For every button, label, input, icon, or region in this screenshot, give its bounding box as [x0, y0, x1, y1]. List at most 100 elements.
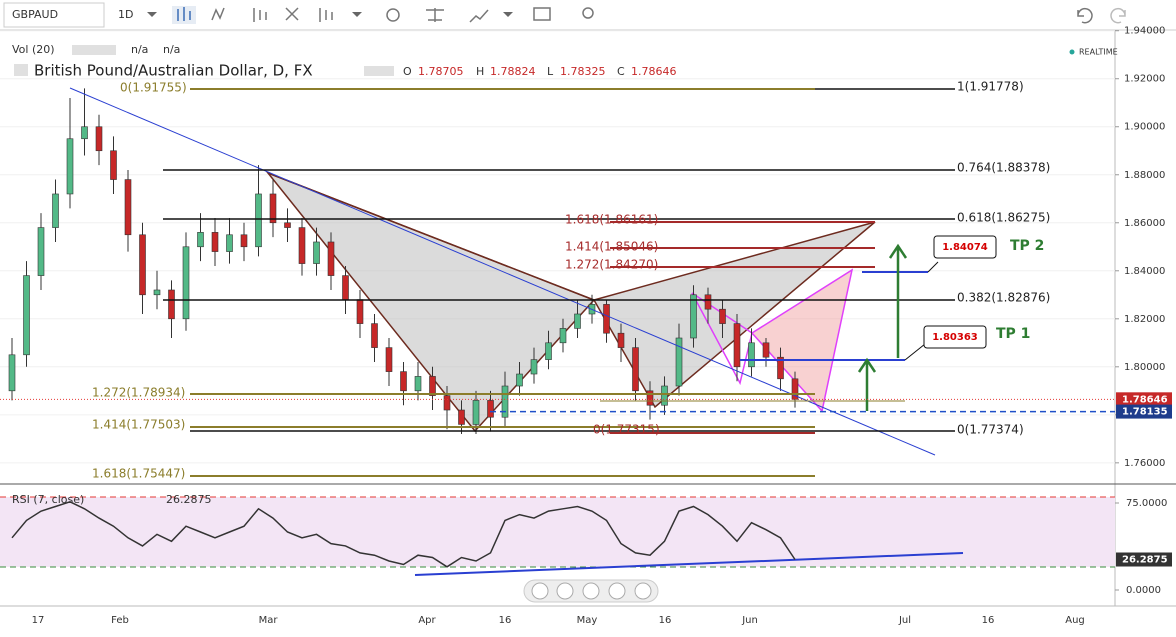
y-tick-label: 1.92000: [1124, 74, 1165, 85]
candle-body: [748, 342, 755, 368]
rsi-tick-label: 0.0000: [1126, 585, 1161, 596]
candle-body: [545, 342, 552, 360]
candle-body: [342, 275, 349, 300]
candle-body: [124, 179, 132, 236]
last-price-box: [1116, 392, 1172, 407]
fib-label: 1.618(1.75447): [92, 467, 185, 481]
dropdown-icon[interactable]: [147, 12, 157, 17]
reset[interactable]: [582, 582, 600, 600]
tp1-price: 1.80363: [932, 332, 978, 343]
x-tick-label: 16: [659, 615, 672, 626]
candle-body: [298, 227, 306, 264]
pink-pattern: [750, 268, 854, 413]
interval[interactable]: 1D: [118, 8, 133, 21]
candle-body: [690, 294, 697, 339]
candle-body: [458, 409, 465, 425]
symbol[interactable]: GBPAUD: [12, 8, 58, 21]
ohlc-value: 1.78646: [631, 65, 677, 78]
candle-body: [313, 241, 320, 264]
candle-body: [371, 323, 378, 348]
candle-body: [559, 328, 567, 344]
candle-body: [516, 373, 523, 387]
ohlc-value: 1.78824: [490, 65, 536, 78]
level-box: [1116, 404, 1172, 419]
symbol-box[interactable]: [3, 2, 105, 28]
y-tick-label: 1.82000: [1124, 314, 1165, 325]
tp2-box: [933, 235, 997, 259]
x-tick-label: 16: [982, 615, 995, 626]
vol-value: n/a: [163, 43, 180, 56]
y-tick-label: 1.84000: [1124, 266, 1165, 277]
ohlc-value: 1.78325: [560, 65, 606, 78]
arrow-tp1: [857, 357, 877, 411]
tp2-label: TP 2: [1010, 238, 1044, 254]
x-tick-label: Mar: [259, 615, 279, 626]
candle-body: [269, 193, 277, 224]
fib-label: 0(1.91755): [120, 81, 187, 95]
x-tick-label: 16: [499, 615, 512, 626]
tool-icons[interactable]: [172, 6, 1126, 24]
candle-body: [719, 308, 726, 324]
chart-title: British Pound/Australian Dollar, D, FX: [34, 62, 313, 80]
rsi-value-label: 26.2875: [1122, 555, 1168, 566]
rsi-value: 26.2875: [166, 493, 212, 506]
callout-line: [904, 343, 926, 361]
zoom-in[interactable]: [608, 582, 626, 600]
drawings: [69, 87, 964, 576]
candle-body: [661, 385, 668, 406]
candle-body: [762, 342, 770, 358]
x-tick-label: Aug: [1065, 615, 1085, 626]
fib-label: 1.414(1.85046): [565, 240, 658, 254]
fib-label: 0(1.77374): [957, 423, 1024, 437]
tp2-price: 1.84074: [942, 242, 988, 253]
rsi-trend-line: [414, 552, 964, 576]
candle-body: [284, 222, 291, 228]
candle-body: [487, 400, 494, 418]
ohlc-label: L: [547, 65, 554, 78]
ohlc-label: O: [403, 65, 412, 78]
arrow-tp2: [888, 243, 908, 358]
zoom-controls[interactable]: [523, 579, 659, 603]
rsi-value-box: [1116, 552, 1172, 567]
realtime: REALTIME: [1079, 48, 1118, 57]
candle-body: [617, 332, 625, 348]
fib-label: 0(1.77315): [593, 423, 660, 437]
x-tick-label: Apr: [418, 615, 436, 626]
x-tick-label: 17: [32, 615, 45, 626]
level-label: 1.78135: [1122, 407, 1168, 418]
candle-body: [704, 294, 712, 310]
candle-body: [110, 150, 117, 180]
ohlc-value: 1.78705: [418, 65, 464, 78]
scroll-right[interactable]: [634, 582, 652, 600]
fib-label: 1.414(1.77503): [92, 418, 185, 432]
candle-body: [777, 356, 784, 380]
candle-body: [675, 337, 683, 387]
fib-label: 0.764(1.88378): [957, 161, 1050, 175]
candle-body: [226, 234, 233, 252]
callout-line: [927, 261, 939, 273]
fib-label: 1(1.91778): [957, 80, 1024, 94]
y-tick-label: 1.90000: [1124, 122, 1165, 133]
candle-body: [443, 395, 451, 411]
ohlc-label: H: [476, 65, 484, 78]
x-tick-label: Jun: [741, 615, 758, 626]
vol-label: Vol (20): [12, 43, 55, 56]
candle-body: [530, 359, 538, 375]
candle-body: [197, 232, 204, 248]
rsi-line: [11, 501, 796, 568]
y-tick-label: 1.80000: [1124, 362, 1165, 373]
ohlc-label: C: [617, 65, 625, 78]
fib-label: 0.618(1.86275): [957, 211, 1050, 225]
y-tick-label: 1.86000: [1124, 218, 1165, 229]
candle-body: [37, 227, 45, 276]
y-tick-label: 1.88000: [1124, 170, 1165, 181]
fib-label: 1.272(1.78934): [92, 386, 185, 400]
candle-body: [603, 304, 610, 334]
tp1-box: [923, 325, 987, 349]
x-tick-label: Jul: [898, 615, 911, 626]
zoom-out[interactable]: [556, 582, 574, 600]
scroll-left[interactable]: [531, 582, 549, 600]
rsi-band: [0, 497, 1115, 567]
pattern-leg: [267, 172, 595, 301]
candle-body: [8, 354, 16, 392]
